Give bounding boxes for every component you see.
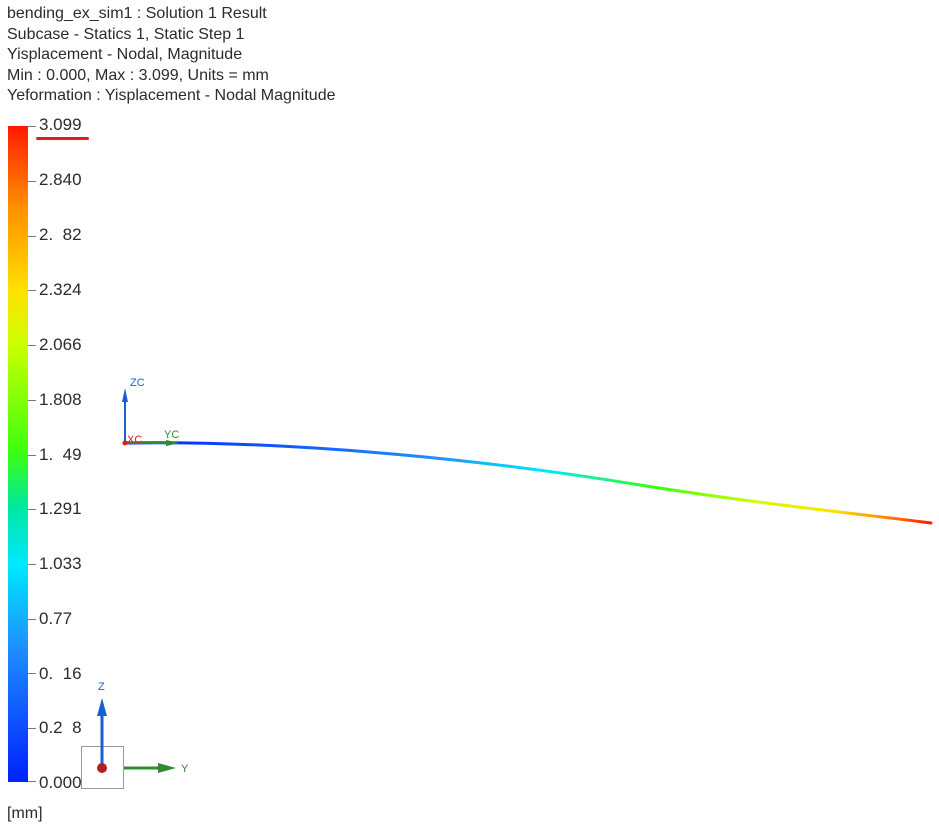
color-legend-bar — [8, 126, 28, 782]
wcs-z-axis: ZC — [122, 377, 145, 443]
legend-label: 2.840 — [39, 170, 82, 189]
color-legend-labels: 3.099 2.840 2. 82 2.324 2.066 1.808 1. 4… — [0, 0, 120, 829]
legend-tick — [28, 455, 36, 456]
legend-tick — [28, 126, 36, 127]
deformed-beam[interactable] — [122, 441, 933, 525]
result-header: bending_ex_sim1 : Solution 1 Result Subc… — [7, 4, 335, 107]
legend-tick — [28, 728, 36, 729]
legend-label: 1.033 — [39, 554, 82, 573]
header-subcase-line: Subcase - Statics 1, Static Step 1 — [7, 25, 245, 43]
legend-label-max: 3.099 — [39, 115, 82, 134]
wcs-y-axis: YC — [125, 429, 180, 446]
legend-label: 1.808 — [39, 390, 82, 409]
legend-tick — [28, 181, 36, 182]
wcs-y-label: YC — [164, 429, 179, 441]
view-triad[interactable]: Z Y — [81, 681, 190, 789]
legend-tick — [28, 781, 36, 782]
legend-tick — [28, 236, 36, 237]
wcs-z-label: ZC — [130, 377, 145, 389]
legend-label: 0. 16 — [39, 664, 82, 683]
wcs-axes: ZC YC XC — [122, 377, 180, 446]
legend-tick — [28, 564, 36, 565]
legend-label: 0.2 8 — [39, 718, 82, 737]
legend-tick — [28, 619, 36, 620]
legend-units-label: [mm] — [7, 805, 43, 822]
triad-z-label: Z — [98, 681, 105, 693]
legend-tick — [28, 509, 36, 510]
legend-label: 1. 49 — [39, 445, 82, 464]
header-min-max-line: Min : 0.000, Max : 3.099, Units = mm — [7, 66, 269, 84]
legend-label: 2. 82 — [39, 225, 82, 244]
legend-label-min: 0.000 — [39, 773, 82, 792]
header-result-type-line: Yisplacement - Nodal, Magnitude — [7, 46, 243, 63]
legend-label: 2.324 — [39, 280, 82, 299]
wcs-x-label: XC — [127, 434, 142, 446]
legend-tick — [28, 673, 36, 674]
header-deformation-line: Yeformation : Yisplacement - Nodal Magni… — [7, 87, 336, 104]
triad-y-label: Y — [181, 763, 189, 775]
legend-tick — [28, 345, 36, 346]
max-value-underline — [36, 137, 89, 140]
triad-origin-icon — [97, 763, 107, 773]
legend-tick — [28, 290, 36, 291]
legend-label: 2.066 — [39, 335, 82, 354]
legend-label: 0.77 — [39, 609, 73, 628]
header-solution-line: bending_ex_sim1 : Solution 1 Result — [7, 5, 267, 22]
legend-tick — [28, 400, 36, 401]
legend-label: 1.291 — [39, 499, 82, 518]
wcs-x-axis: XC — [122, 434, 142, 446]
